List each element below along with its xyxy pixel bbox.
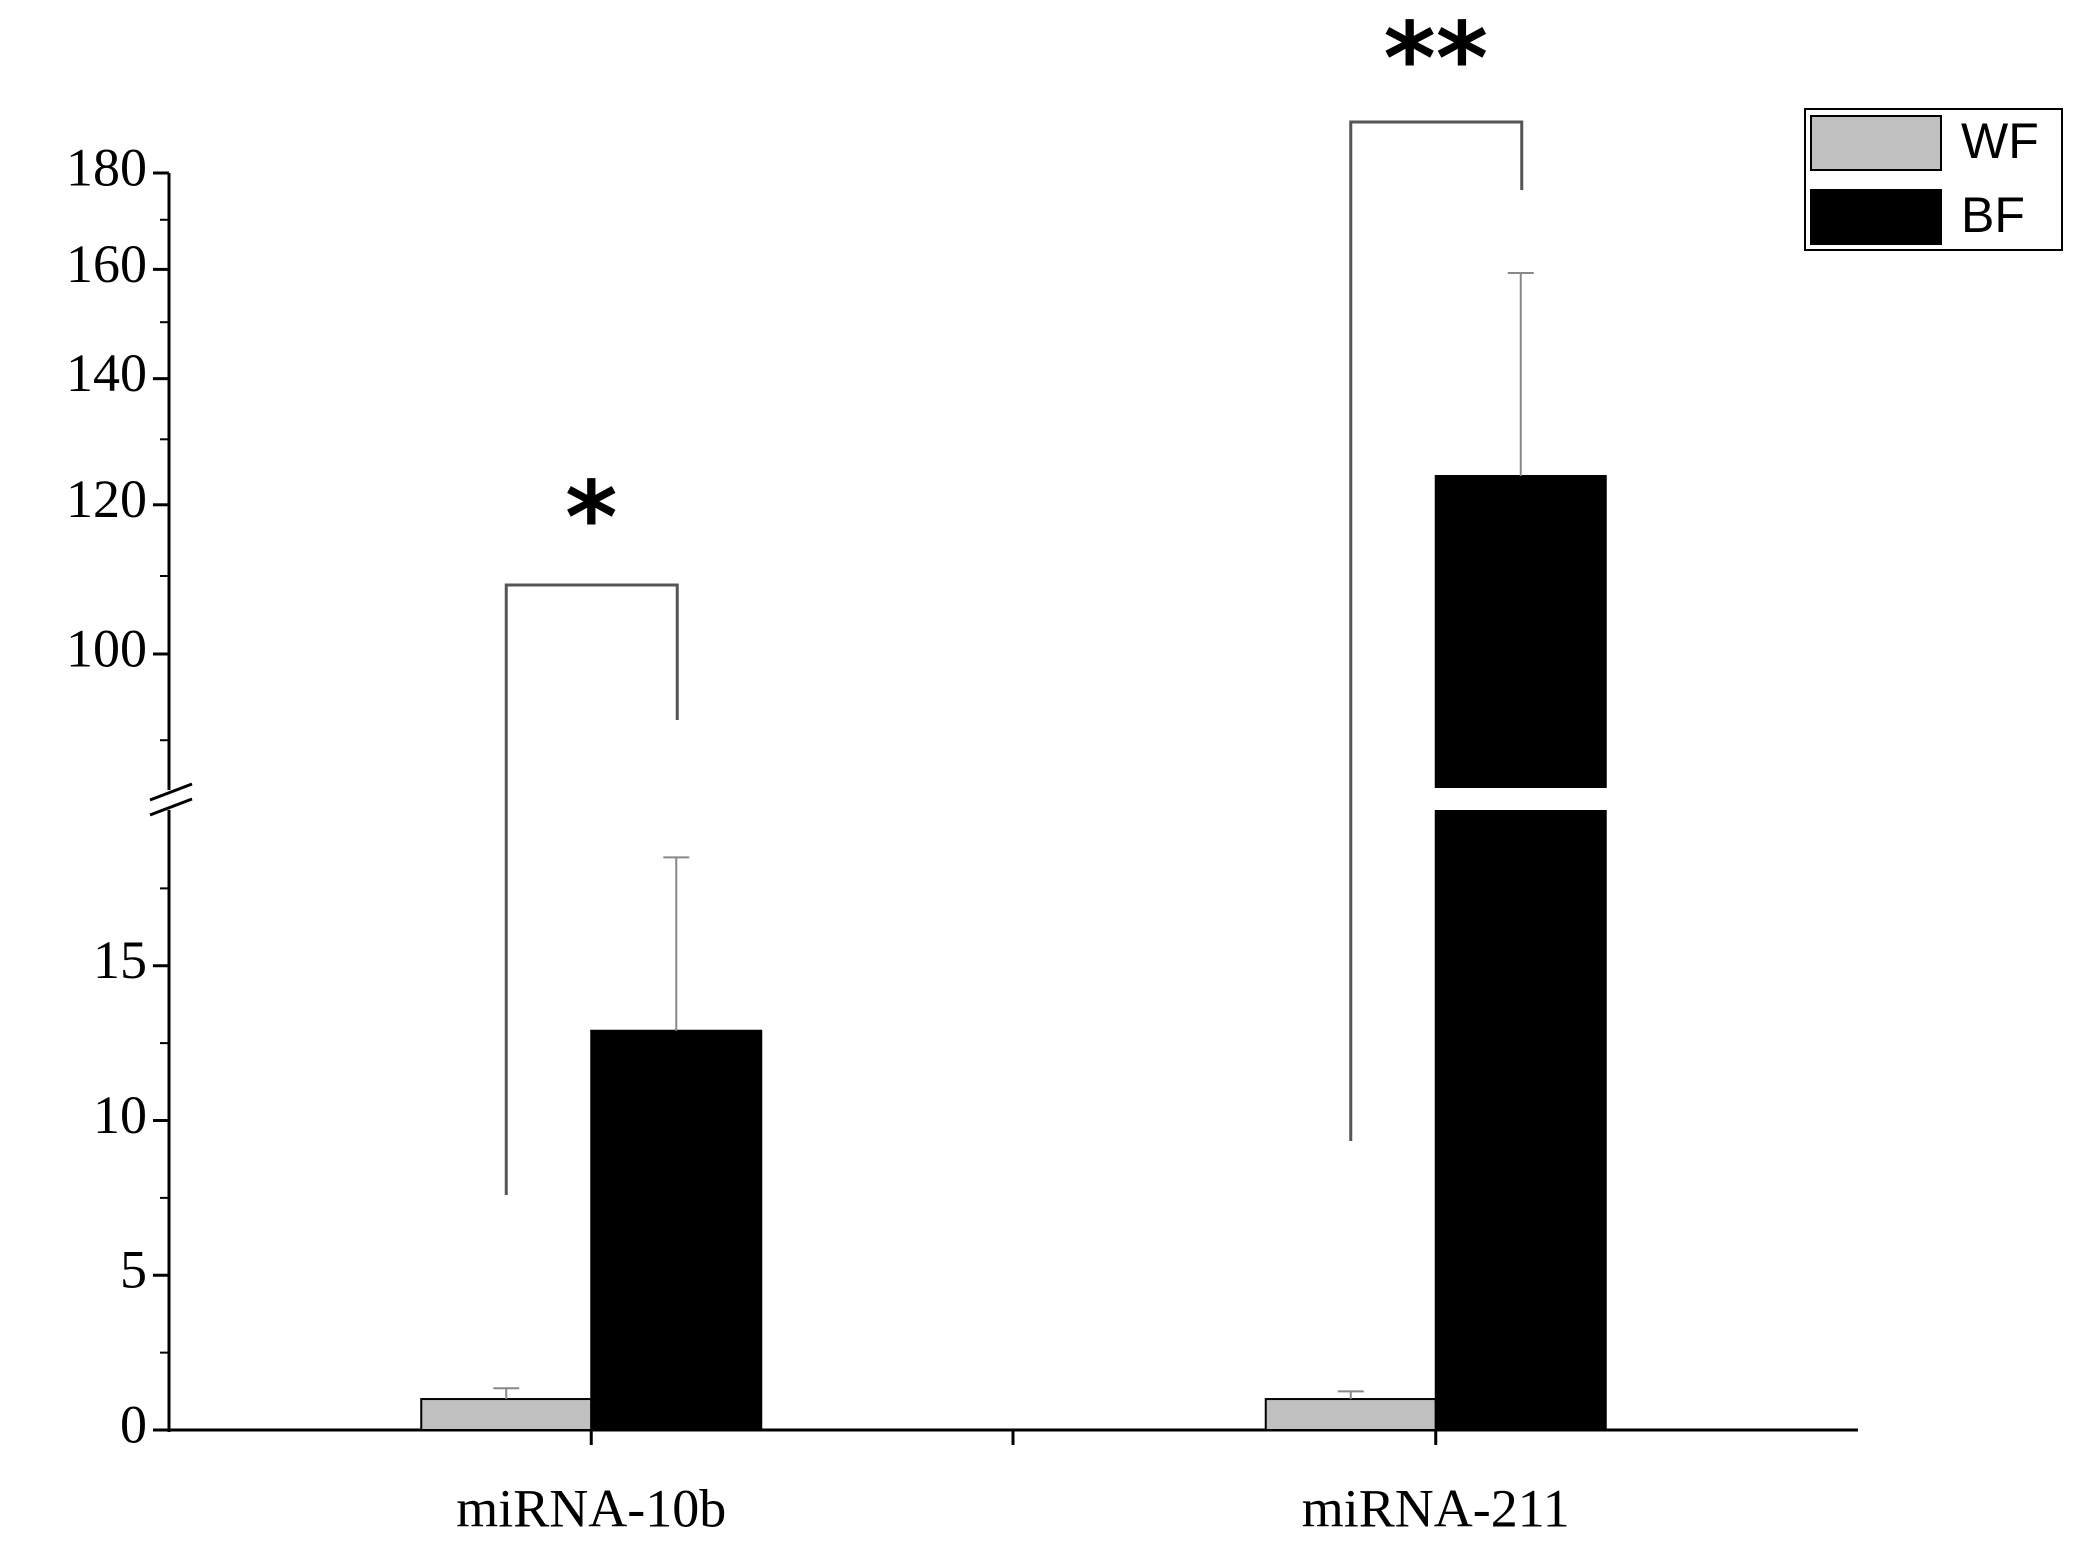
bar [420,1398,593,1432]
y-tick-label: 140 [66,343,147,403]
y-tick-label: 160 [66,234,147,294]
legend-swatch [1810,115,1942,171]
significance-bracket [1349,120,1524,1141]
bar [1434,810,1607,1431]
bar [1434,474,1607,788]
significance-label: ** [1383,0,1488,117]
y-tick-label: 15 [93,930,147,990]
axis-break [149,782,193,802]
legend-swatch [1810,189,1942,245]
y-tick-label: 180 [66,137,147,197]
y-tick-label: 10 [93,1085,147,1145]
legend-label: WF [1961,113,2039,169]
legend-label: BF [1961,187,2025,243]
axis-break [149,797,193,817]
bar [590,1029,763,1431]
y-tick-label: 0 [120,1394,147,1454]
x-tick-label: miRNA-10b [456,1478,726,1538]
significance-label: * [565,459,617,576]
significance-bracket [504,583,679,1195]
y-tick-label: 120 [66,469,147,529]
x-tick-label: miRNA-211 [1302,1478,1570,1538]
y-tick-label: 100 [66,618,147,678]
y-tick-label: 5 [120,1240,147,1300]
bar [1264,1398,1437,1432]
